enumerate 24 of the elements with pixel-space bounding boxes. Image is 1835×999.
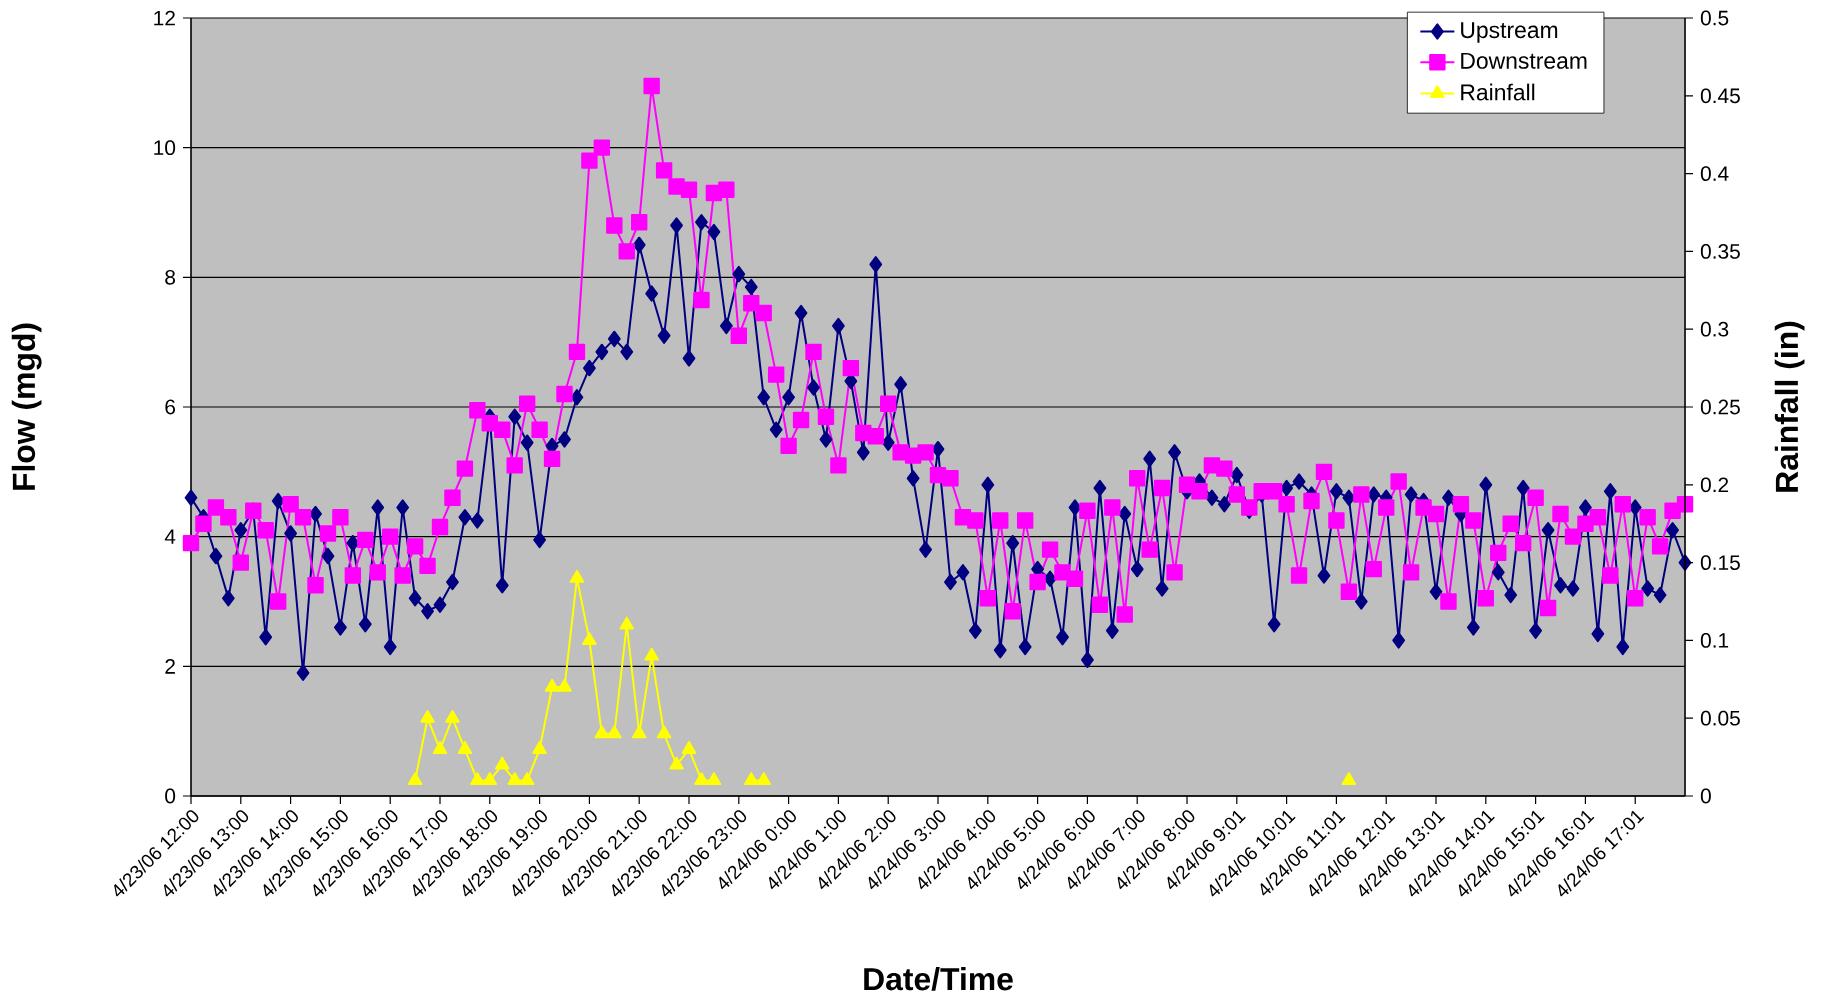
y-tick-label: 10 [154,140,176,156]
y-tick-label: 0 [165,788,176,804]
y2-axis-title: Rainfall (in) [1774,321,1805,492]
y2-tick-label: 0.35 [1700,244,1740,259]
y2-tick-label: 0.25 [1700,399,1740,415]
legend-label: Rainfall [1461,83,1535,101]
y2-tick-label: 0.05 [1700,710,1740,726]
y-tick-label: 8 [165,269,176,285]
legend-label: Upstream [1461,22,1558,43]
y2-tick-label: 0.2 [1700,477,1729,493]
y-axis-title: Flow (mgd) [11,323,42,490]
y2-tick-label: 0.1 [1700,633,1729,648]
y2-tick-label: 0.15 [1700,555,1740,571]
y2-tick-label: 0.5 [1700,10,1729,26]
y-tick-label: 2 [165,659,175,674]
y2-tick-label: 0 [1700,788,1711,804]
y2-tick-label: 0.3 [1700,321,1729,337]
y-tick-label: 4 [164,529,176,544]
y-tick-label: 6 [165,399,176,415]
y-tick-label: 12 [154,10,175,26]
y2-tick-label: 0.45 [1700,88,1740,104]
x-axis-title: Date/Time [864,966,1013,991]
y2-tick-label: 0.4 [1700,166,1729,182]
legend-label: Downstream [1461,52,1587,69]
